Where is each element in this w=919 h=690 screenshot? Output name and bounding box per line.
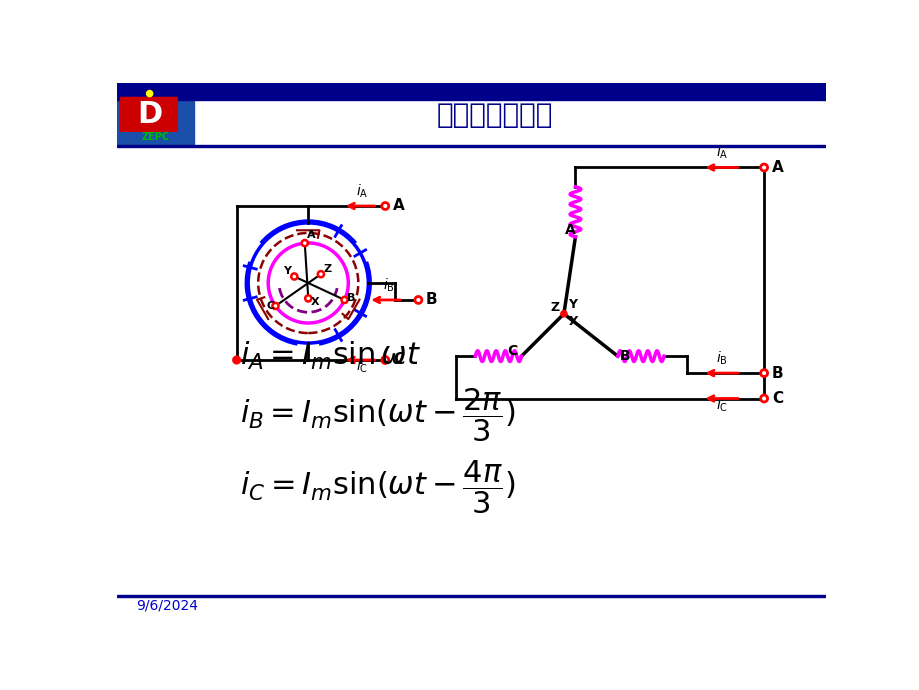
Text: B: B: [346, 293, 355, 304]
Text: $i_{\rm A}$: $i_{\rm A}$: [715, 144, 727, 161]
Circle shape: [760, 164, 766, 171]
Text: $i_{\rm A}$: $i_{\rm A}$: [356, 182, 368, 199]
Text: D: D: [137, 100, 162, 129]
Text: ZEPC: ZEPC: [142, 132, 170, 141]
Circle shape: [381, 357, 389, 364]
Text: Z: Z: [550, 301, 559, 314]
Text: A: A: [307, 230, 315, 241]
Text: Z: Z: [323, 264, 331, 274]
Text: Y: Y: [568, 297, 577, 310]
Circle shape: [291, 273, 297, 279]
Circle shape: [381, 203, 389, 210]
Text: C: C: [266, 301, 274, 311]
Circle shape: [272, 303, 278, 309]
Text: B: B: [619, 349, 630, 363]
Text: $i_A = I_m \sin \omega t$: $i_A = I_m \sin \omega t$: [240, 340, 421, 372]
Circle shape: [305, 295, 311, 302]
Bar: [117, 83, 825, 100]
Text: $i_B = I_m \sin(\omega t - \dfrac{2\pi}{3})$: $i_B = I_m \sin(\omega t - \dfrac{2\pi}{…: [240, 386, 516, 444]
Text: C: C: [392, 353, 403, 368]
Bar: [117, 595, 825, 597]
Text: A: A: [771, 160, 783, 175]
Circle shape: [301, 240, 308, 246]
Text: C: C: [507, 344, 517, 357]
Bar: [117, 597, 825, 614]
Text: 旋转磁场的产生: 旋转磁场的产生: [436, 101, 552, 129]
Circle shape: [760, 395, 766, 402]
Text: $i_{\rm B}$: $i_{\rm B}$: [715, 349, 727, 366]
Text: $i_C = I_m \sin(\omega t - \dfrac{4\pi}{3})$: $i_C = I_m \sin(\omega t - \dfrac{4\pi}{…: [240, 458, 516, 516]
Text: B: B: [425, 293, 437, 308]
Text: C: C: [771, 391, 782, 406]
Text: $i_{\rm C}$: $i_{\rm C}$: [715, 396, 727, 414]
Bar: [117, 145, 825, 148]
Circle shape: [760, 370, 766, 377]
Circle shape: [233, 356, 240, 364]
Text: Y: Y: [283, 266, 291, 276]
Text: B: B: [771, 366, 783, 381]
Circle shape: [561, 310, 566, 317]
Text: X: X: [311, 297, 319, 306]
Text: $i_{\rm C}$: $i_{\rm C}$: [356, 358, 368, 375]
Circle shape: [414, 297, 422, 304]
Text: $i_{\rm B}$: $i_{\rm B}$: [383, 276, 394, 293]
Text: X: X: [568, 315, 577, 328]
Text: 9/6/2024: 9/6/2024: [136, 599, 199, 613]
FancyBboxPatch shape: [120, 97, 177, 131]
Circle shape: [341, 297, 347, 303]
Circle shape: [146, 90, 153, 97]
Text: A: A: [392, 199, 404, 213]
Text: A: A: [564, 223, 574, 237]
Circle shape: [317, 271, 323, 277]
Bar: [117, 83, 194, 144]
